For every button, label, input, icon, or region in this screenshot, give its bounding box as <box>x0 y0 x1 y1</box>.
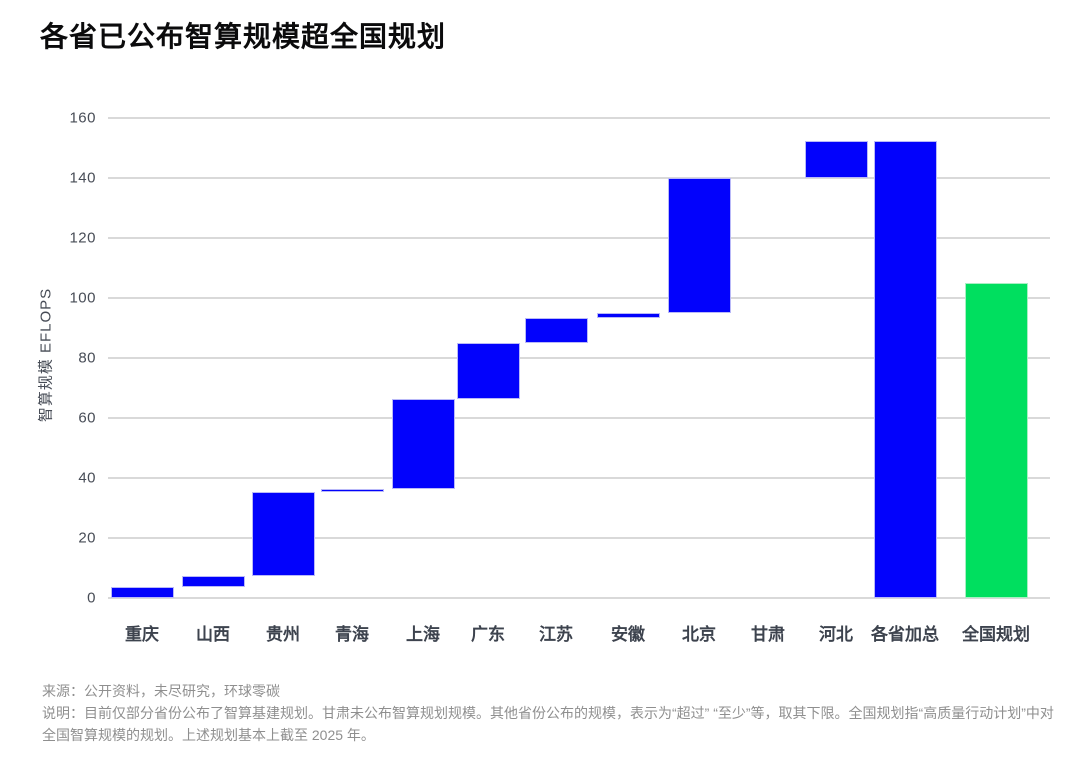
footer-note: 说明：目前仅部分省份公布了智算基建规划。甘肃未公布智算规划规模。其他省份公布的规… <box>42 705 1054 743</box>
x-axis-label-江苏: 江苏 <box>539 625 573 644</box>
waterfall-bar-各省加总 <box>873 140 937 598</box>
x-axis-label-安徽: 安徽 <box>611 625 645 644</box>
y-tick-label-40: 40 <box>78 469 96 487</box>
x-axis-label-青海: 青海 <box>335 625 369 644</box>
y-tick-label-160: 160 <box>69 109 96 127</box>
x-axis-label-贵州: 贵州 <box>266 625 300 644</box>
chart-title: 各省已公布智算规模超全国规划 <box>40 21 447 52</box>
waterfall-bar-江苏 <box>524 318 588 344</box>
gridline-40 <box>108 477 1050 479</box>
waterfall-bar-贵州 <box>251 492 315 576</box>
gridline-160 <box>108 117 1050 119</box>
waterfall-bar-上海 <box>391 399 455 490</box>
footer-source: 来源：公开资料，未尽研究，环球零碳 <box>42 683 280 699</box>
x-axis-label-重庆: 重庆 <box>125 625 159 644</box>
x-axis-label-甘肃: 甘肃 <box>751 625 785 644</box>
x-axis-label-山西: 山西 <box>196 625 230 644</box>
waterfall-bar-山西 <box>181 575 245 588</box>
waterfall-bar-广东 <box>456 343 520 400</box>
x-axis-label-河北: 河北 <box>819 625 853 644</box>
plot-area <box>108 117 1050 599</box>
x-axis-label-全国规划: 全国规划 <box>962 625 1030 644</box>
waterfall-bar-北京 <box>667 177 731 313</box>
x-axis-label-各省加总: 各省加总 <box>871 625 939 644</box>
y-tick-label-80: 80 <box>78 349 96 367</box>
waterfall-bar-重庆 <box>110 587 174 598</box>
x-axis-label-北京: 北京 <box>682 625 716 644</box>
waterfall-bar-青海 <box>320 489 384 493</box>
gridline-20 <box>108 537 1050 539</box>
chart-footer: 来源：公开资料，未尽研究，环球零碳 说明：目前仅部分省份公布了智算基建规划。甘肃… <box>42 680 1056 746</box>
waterfall-bar-安徽 <box>596 313 660 319</box>
x-axis-label-广东: 广东 <box>471 625 505 644</box>
waterfall-bar-河北 <box>804 140 868 178</box>
y-tick-label-100: 100 <box>69 289 96 307</box>
gridline-80 <box>108 357 1050 359</box>
gridline-0 <box>108 597 1050 599</box>
y-tick-label-20: 20 <box>78 529 96 547</box>
y-tick-label-120: 120 <box>69 229 96 247</box>
waterfall-bar-全国规划 <box>964 283 1028 598</box>
gridline-60 <box>108 417 1050 419</box>
gridline-100 <box>108 297 1050 299</box>
gridline-140 <box>108 177 1050 179</box>
y-tick-label-0: 0 <box>87 589 96 607</box>
y-tick-label-140: 140 <box>69 169 96 187</box>
y-tick-label-60: 60 <box>78 409 96 427</box>
x-axis-label-上海: 上海 <box>406 625 440 644</box>
gridline-120 <box>108 237 1050 239</box>
